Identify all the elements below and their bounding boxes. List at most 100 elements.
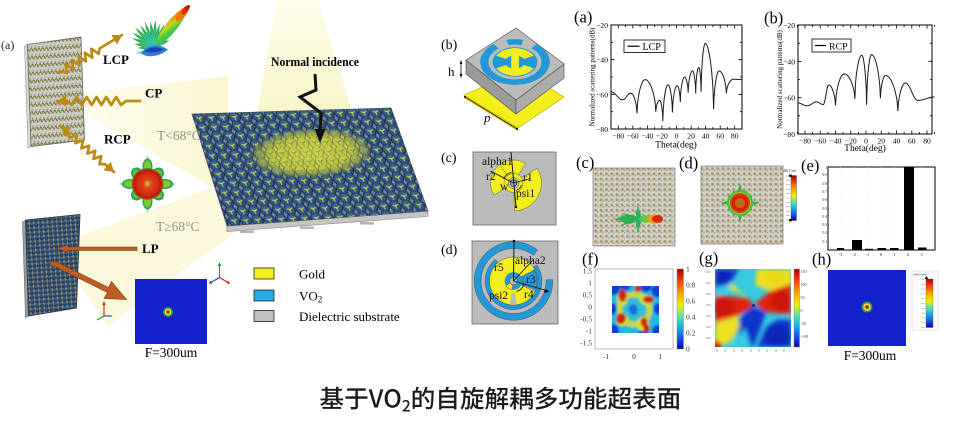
svg-text:psi1: psi1 [516,188,535,200]
svg-text:0: 0 [632,352,636,361]
svg-text:-2: -2 [852,252,856,257]
svg-text:VO2: VO2 [299,289,322,305]
svg-text:RCP: RCP [829,42,848,53]
svg-text:T<68°C: T<68°C [157,128,201,143]
svg-text:−40: −40 [641,132,653,141]
svg-text:−80: −80 [612,132,624,141]
svg-text:F=300um: F=300um [844,348,897,363]
svg-text:0.3: 0.3 [823,223,828,227]
svg-text:−40: −40 [596,56,608,65]
svg-text:1: 1 [686,265,690,274]
svg-text:(g): (g) [699,249,718,268]
svg-text:−40: −40 [783,57,795,66]
svg-text:60: 60 [908,137,916,146]
svg-text:0.7: 0.7 [823,190,828,194]
svg-text:−40: −40 [830,137,842,146]
svg-text:LCP: LCP [643,42,662,53]
svg-text:0.5: 0.5 [583,291,593,300]
svg-text:Normalized scattering patterns: Normalized scattering patterns(dB) [589,27,597,126]
svg-text:(d): (d) [441,243,458,258]
svg-text:CP: CP [145,86,162,101]
svg-text:r5: r5 [494,262,504,274]
svg-text:−60: −60 [814,137,826,146]
svg-text:dB(V/m): dB(V/m) [914,273,926,277]
svg-text:1: 1 [588,279,592,288]
svg-text:psi2: psi2 [489,290,508,302]
svg-text:0.5: 0.5 [823,207,828,211]
svg-text:Theta(deg): Theta(deg) [655,140,697,151]
svg-text:1: 1 [893,252,895,257]
svg-text:0: 0 [588,303,592,312]
svg-text:p: p [483,110,491,125]
svg-text:RCP: RCP [104,132,131,147]
svg-text:Dielectric substrate: Dielectric substrate [299,309,400,324]
svg-text:0.8: 0.8 [823,182,828,186]
svg-text:3: 3 [920,252,923,257]
svg-text:0.9: 0.9 [823,173,828,177]
svg-text:0.2: 0.2 [823,231,828,235]
svg-text:0.1: 0.1 [823,240,828,244]
svg-text:(b): (b) [764,9,783,28]
svg-text:(d): (d) [679,154,698,173]
svg-text:−20: −20 [596,21,608,30]
svg-text:0.4: 0.4 [823,215,828,219]
svg-text:dB(V/m): dB(V/m) [783,169,797,173]
svg-text:−60: −60 [783,94,795,103]
svg-text:(f): (f) [582,250,598,269]
svg-text:(c): (c) [576,153,594,172]
svg-text:alpha2: alpha2 [515,255,546,267]
svg-text:LP: LP [142,241,159,256]
svg-text:0.2: 0.2 [686,329,696,338]
svg-text:−60: −60 [627,132,639,141]
svg-text:-1: -1 [586,327,592,336]
svg-text:(a): (a) [1,38,14,52]
svg-text:20: 20 [687,132,695,141]
svg-text:F=300um: F=300um [145,345,198,360]
svg-text:-1.5: -1.5 [580,339,592,348]
svg-text:−80: −80 [596,125,608,134]
svg-text:80: 80 [731,132,739,141]
svg-text:−60: −60 [596,90,608,99]
svg-text:-50: -50 [801,321,806,326]
svg-text:1.5: 1.5 [583,267,593,276]
svg-text:alpha1: alpha1 [482,156,513,168]
svg-text:150: 150 [801,269,807,274]
svg-text:80: 80 [923,137,931,146]
svg-text:(h): (h) [812,250,831,269]
svg-text:40: 40 [893,137,901,146]
svg-text:Normalized scattering patterns: Normalized scattering patterns(dB) [776,29,784,128]
svg-text:−80: −80 [783,130,795,139]
svg-text:40: 40 [702,132,710,141]
svg-text:0.4: 0.4 [686,313,696,322]
svg-text:w: w [500,181,509,193]
svg-text:r4: r4 [524,289,534,301]
svg-text:−20: −20 [656,132,668,141]
svg-text:0.6: 0.6 [823,198,828,202]
svg-text:0: 0 [864,137,868,146]
svg-text:Normal incidence: Normal incidence [271,55,359,69]
svg-text:r3: r3 [526,274,536,286]
svg-text:0: 0 [675,132,679,141]
svg-text:-1: -1 [603,352,609,361]
svg-text:(b): (b) [441,38,458,53]
svg-text:-100: -100 [801,334,808,339]
svg-text:100: 100 [801,282,807,287]
svg-text:0: 0 [801,308,803,313]
svg-text:1: 1 [659,352,663,361]
svg-text:Gold: Gold [299,267,326,282]
svg-text:(c): (c) [441,151,457,166]
svg-text:-1: -1 [866,252,870,257]
svg-text:0.6: 0.6 [686,297,696,306]
svg-text:1: 1 [825,166,827,170]
svg-text:-3: -3 [839,252,843,257]
svg-text:50: 50 [801,295,805,300]
svg-text:2: 2 [907,252,909,257]
svg-text:0.8: 0.8 [686,281,696,290]
svg-text:−20: −20 [783,21,795,30]
svg-text:(a): (a) [574,8,592,27]
svg-text:r2: r2 [486,171,496,183]
svg-text:0: 0 [880,252,883,257]
svg-text:Theta(deg): Theta(deg) [844,143,886,154]
svg-text:-0.5: -0.5 [580,315,592,324]
svg-text:r1: r1 [523,172,533,184]
